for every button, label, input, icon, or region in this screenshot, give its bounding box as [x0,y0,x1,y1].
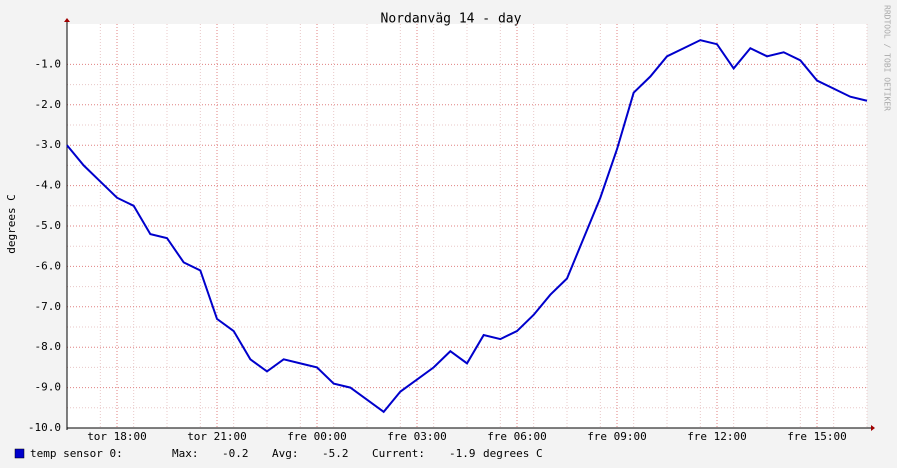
x-tick-label: fre 03:00 [387,430,447,443]
y-tick-label: -2.0 [35,98,62,111]
legend-text: Avg: [272,447,299,460]
legend-label: temp sensor 0: [30,447,123,460]
legend-text: degrees C [483,447,543,460]
y-tick-label: -3.0 [35,138,62,151]
y-tick-label: -6.0 [35,259,62,272]
x-tick-label: fre 00:00 [287,430,347,443]
y-tick-label: -4.0 [35,179,62,192]
y-axis-label: degrees C [5,194,18,254]
y-tick-label: -7.0 [35,300,62,313]
side-text: RRDTOOL / TOBI OETIKER [883,5,892,111]
legend-text: Current: [372,447,425,460]
legend-value: -1.9 [449,447,476,460]
x-tick-label: tor 18:00 [87,430,147,443]
x-tick-label: fre 09:00 [587,430,647,443]
legend-swatch [14,448,25,459]
chart-title: Nordanväg 14 - day [381,12,522,27]
data-line [66,39,868,414]
axis-arrow [871,425,875,431]
legend-text: Max: [172,447,199,460]
x-tick-label: fre 12:00 [687,430,747,443]
y-tick-label: -8.0 [35,340,62,353]
legend-value: -5.2 [322,447,349,460]
y-tick-label: -10.0 [28,421,61,434]
x-tick-label: fre 15:00 [787,430,847,443]
axis-arrow [64,18,70,22]
legend-value: -0.2 [222,447,249,460]
x-tick-label: fre 06:00 [487,430,547,443]
x-tick-label: tor 21:00 [187,430,247,443]
y-tick-label: -5.0 [35,219,62,232]
y-tick-label: -9.0 [35,381,62,394]
y-tick-label: -1.0 [35,57,62,70]
